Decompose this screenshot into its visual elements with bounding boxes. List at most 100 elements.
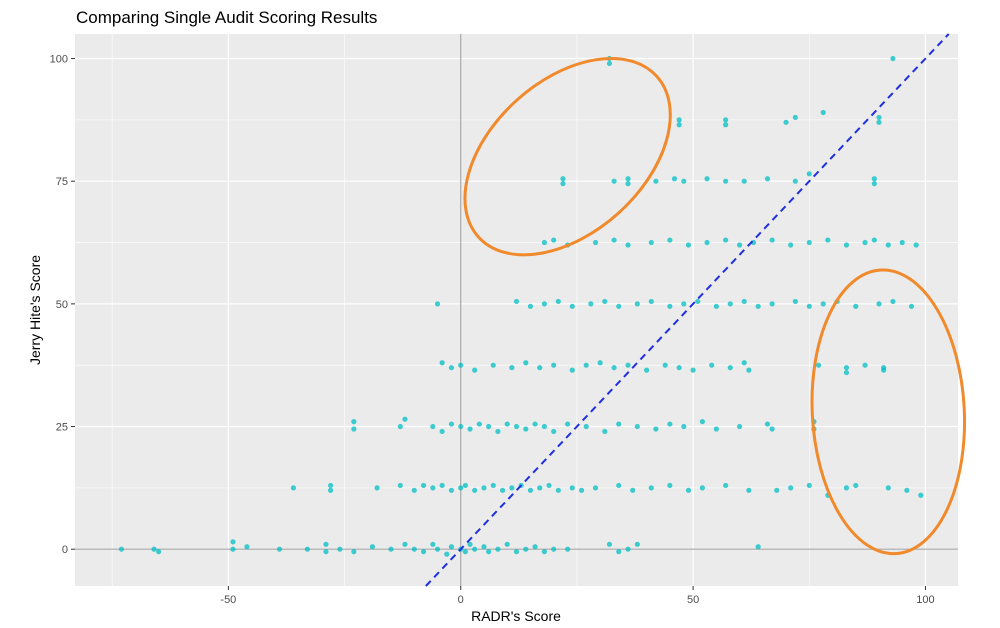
data-point bbox=[736, 423, 743, 430]
highlight-ellipse bbox=[463, 56, 672, 257]
data-point bbox=[662, 362, 668, 368]
data-point bbox=[820, 109, 826, 116]
data-point bbox=[792, 298, 798, 305]
data-point bbox=[402, 541, 408, 547]
data-point bbox=[448, 487, 455, 493]
data-point bbox=[843, 369, 850, 376]
data-point bbox=[537, 485, 543, 491]
data-point bbox=[699, 419, 705, 425]
data-point bbox=[397, 423, 403, 430]
data-point bbox=[551, 237, 557, 243]
data-point bbox=[908, 303, 915, 309]
data-point bbox=[244, 544, 250, 550]
data-point bbox=[788, 485, 794, 491]
data-point bbox=[681, 301, 687, 307]
data-point bbox=[402, 416, 408, 422]
data-point bbox=[369, 544, 376, 550]
data-point bbox=[434, 546, 441, 552]
data-point bbox=[481, 485, 487, 491]
data-point bbox=[588, 301, 594, 307]
data-point bbox=[644, 367, 650, 373]
data-point bbox=[481, 544, 487, 550]
data-point bbox=[671, 176, 678, 182]
data-point bbox=[486, 549, 492, 555]
data-point bbox=[616, 421, 622, 427]
x-axis-ticks: -50 0 50 100 bbox=[220, 586, 935, 606]
data-point bbox=[723, 482, 729, 489]
data-point bbox=[560, 181, 566, 187]
data-point bbox=[625, 546, 631, 552]
data-point bbox=[871, 181, 877, 187]
data-point bbox=[695, 298, 701, 305]
data-point bbox=[467, 541, 473, 547]
data-point bbox=[806, 171, 812, 177]
data-point bbox=[458, 362, 464, 368]
data-point bbox=[853, 303, 859, 309]
data-points bbox=[118, 55, 924, 557]
data-point bbox=[472, 546, 478, 552]
data-point bbox=[532, 421, 538, 427]
data-point bbox=[430, 423, 436, 430]
highlight-ellipse bbox=[810, 268, 967, 556]
x-axis-title: RADR's Score bbox=[471, 608, 561, 624]
data-point bbox=[815, 362, 822, 368]
data-point bbox=[323, 541, 329, 547]
data-point bbox=[667, 303, 673, 309]
data-point bbox=[546, 482, 552, 489]
data-point bbox=[156, 549, 162, 555]
data-point bbox=[806, 482, 812, 489]
data-point bbox=[625, 242, 631, 248]
data-point bbox=[792, 178, 798, 184]
data-point bbox=[606, 541, 613, 547]
data-point bbox=[667, 421, 673, 427]
data-point bbox=[523, 360, 529, 366]
data-point bbox=[769, 237, 775, 243]
data-point bbox=[681, 423, 687, 430]
data-point bbox=[328, 487, 334, 493]
data-point bbox=[862, 239, 868, 246]
data-point bbox=[462, 482, 468, 489]
data-point bbox=[597, 360, 603, 366]
data-point bbox=[611, 365, 617, 371]
data-point bbox=[741, 360, 747, 366]
data-point bbox=[527, 487, 534, 493]
y-axis-title: Jerry Hite's Score bbox=[27, 255, 43, 365]
data-point bbox=[904, 487, 910, 493]
data-point bbox=[430, 485, 436, 491]
data-point bbox=[537, 365, 543, 371]
x-tick-label: -50 bbox=[220, 594, 236, 606]
data-point bbox=[523, 546, 529, 552]
data-point bbox=[569, 485, 575, 491]
data-point bbox=[755, 544, 761, 550]
data-point bbox=[736, 242, 743, 248]
data-point bbox=[648, 485, 654, 491]
data-point bbox=[890, 298, 896, 305]
data-point bbox=[764, 176, 771, 182]
data-point bbox=[602, 428, 608, 435]
data-point bbox=[458, 423, 464, 430]
data-point bbox=[876, 119, 882, 125]
data-point bbox=[541, 239, 547, 246]
data-point bbox=[458, 485, 464, 491]
data-point bbox=[467, 426, 473, 432]
data-point bbox=[513, 298, 520, 305]
data-point bbox=[713, 426, 719, 432]
data-point bbox=[871, 237, 877, 243]
data-point bbox=[788, 242, 794, 248]
data-point bbox=[653, 178, 659, 184]
data-point bbox=[685, 487, 692, 493]
data-point bbox=[885, 485, 891, 491]
data-point bbox=[899, 239, 905, 246]
data-point bbox=[513, 549, 520, 555]
data-point bbox=[890, 55, 896, 62]
data-point bbox=[792, 114, 798, 121]
data-point bbox=[806, 303, 812, 309]
data-point bbox=[551, 428, 557, 435]
data-point bbox=[606, 60, 613, 67]
y-tick-label: 0 bbox=[62, 544, 68, 556]
data-point bbox=[704, 239, 710, 246]
data-point bbox=[746, 367, 752, 373]
highlight-ellipses bbox=[463, 56, 967, 556]
data-point bbox=[871, 176, 877, 182]
data-point bbox=[448, 421, 455, 427]
